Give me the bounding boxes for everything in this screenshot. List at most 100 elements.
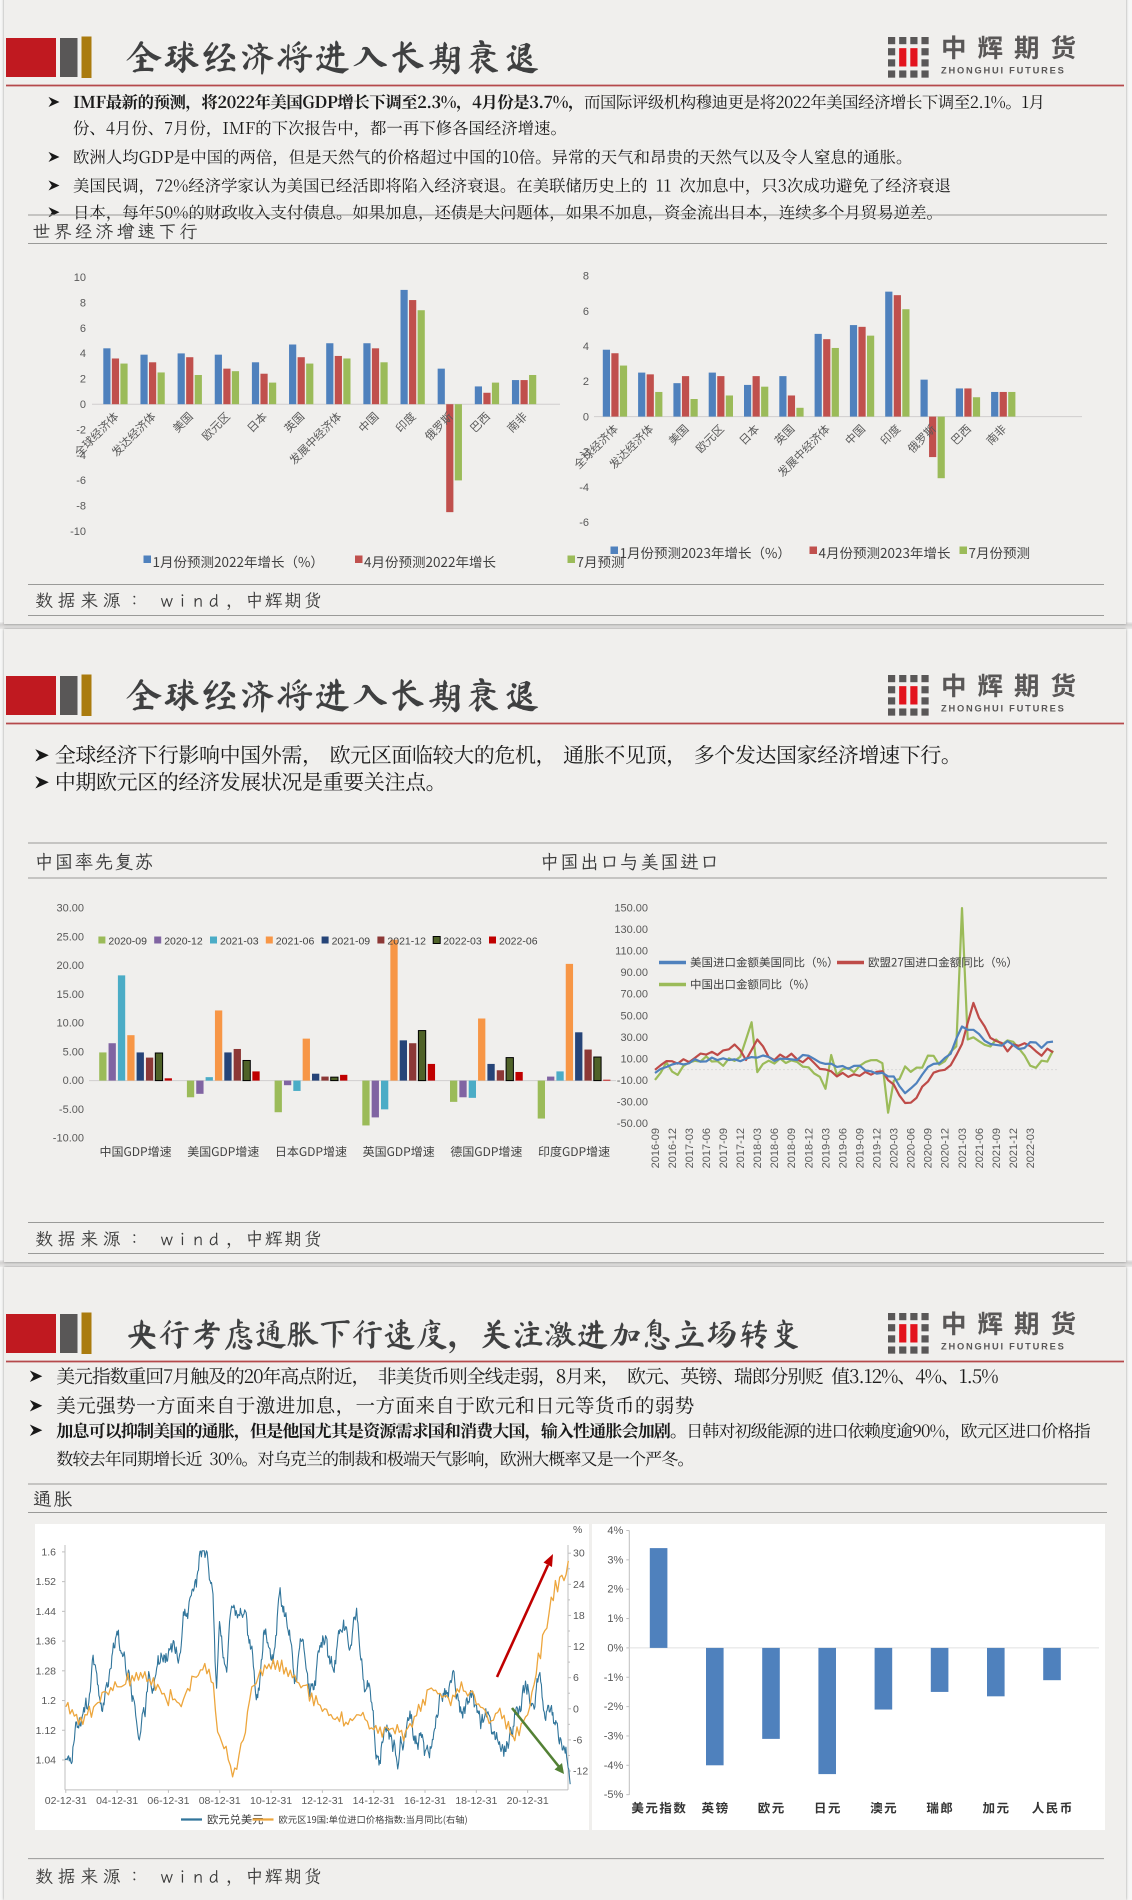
- svg-text:2020-12: 2020-12: [940, 1128, 952, 1168]
- svg-text:10.00: 10.00: [620, 1053, 648, 1065]
- svg-text:-10: -10: [70, 526, 86, 538]
- svg-text:4%: 4%: [607, 1525, 623, 1537]
- svg-text:2020-12: 2020-12: [164, 936, 203, 948]
- svg-text:15.00: 15.00: [56, 989, 84, 1001]
- svg-text:-10.00: -10.00: [53, 1133, 84, 1145]
- svg-text:-2: -2: [76, 424, 86, 436]
- svg-text:8: 8: [583, 271, 589, 283]
- svg-text:2020-03: 2020-03: [889, 1128, 901, 1168]
- svg-text:2020-06: 2020-06: [906, 1128, 918, 1168]
- svg-text:-6: -6: [573, 1734, 582, 1746]
- svg-text:30.00: 30.00: [56, 903, 84, 915]
- svg-text:12: 12: [573, 1641, 585, 1653]
- svg-text:1%: 1%: [607, 1613, 623, 1625]
- svg-text:18: 18: [573, 1610, 585, 1622]
- svg-text:-10.00: -10.00: [617, 1075, 648, 1087]
- svg-text:2017-06: 2017-06: [701, 1128, 713, 1168]
- svg-text:2017-03: 2017-03: [684, 1128, 696, 1168]
- svg-text:2021-06: 2021-06: [974, 1128, 986, 1168]
- svg-text:8: 8: [80, 297, 86, 309]
- svg-text:10-12-31: 10-12-31: [250, 1795, 292, 1807]
- svg-text:0: 0: [583, 411, 589, 423]
- svg-text:2022-03: 2022-03: [443, 936, 482, 948]
- svg-text:90.00: 90.00: [620, 967, 648, 979]
- svg-text:2016-09: 2016-09: [650, 1128, 662, 1168]
- svg-text:0: 0: [573, 1703, 579, 1715]
- svg-text:10: 10: [74, 272, 86, 284]
- svg-text:14-12-31: 14-12-31: [353, 1795, 395, 1807]
- svg-text:30: 30: [573, 1548, 585, 1560]
- svg-text:2018-03: 2018-03: [752, 1128, 764, 1168]
- svg-text:2020-09: 2020-09: [108, 936, 147, 948]
- svg-text:3%: 3%: [607, 1554, 623, 1566]
- svg-text:50.00: 50.00: [620, 1010, 648, 1022]
- svg-text:-4: -4: [579, 482, 589, 494]
- svg-text:-5%: -5%: [604, 1789, 624, 1801]
- svg-text:1.44: 1.44: [36, 1606, 57, 1618]
- svg-text:2019-12: 2019-12: [872, 1128, 884, 1168]
- svg-text:2021-09: 2021-09: [332, 936, 371, 948]
- svg-text:2018-12: 2018-12: [803, 1128, 815, 1168]
- svg-text:20.00: 20.00: [56, 960, 84, 972]
- svg-text:2021-03: 2021-03: [220, 936, 259, 948]
- svg-text:2021-12: 2021-12: [1008, 1128, 1020, 1168]
- svg-text:1.04: 1.04: [36, 1754, 57, 1766]
- svg-text:-12: -12: [573, 1766, 588, 1778]
- svg-text:04-12-31: 04-12-31: [96, 1795, 138, 1807]
- svg-text:0: 0: [80, 399, 86, 411]
- svg-text:-6: -6: [579, 517, 589, 529]
- svg-text:ZHONGHUI FUTURES: ZHONGHUI FUTURES: [941, 1342, 1066, 1352]
- svg-text:2: 2: [583, 376, 589, 388]
- svg-text:30.00: 30.00: [620, 1032, 648, 1044]
- svg-text:70.00: 70.00: [620, 989, 648, 1001]
- svg-text:2022-06: 2022-06: [499, 936, 538, 948]
- svg-text:1.36: 1.36: [36, 1636, 57, 1648]
- svg-text:4: 4: [80, 348, 86, 360]
- svg-text:24: 24: [573, 1579, 585, 1591]
- svg-text:6: 6: [573, 1672, 579, 1684]
- svg-text:2021-09: 2021-09: [991, 1128, 1003, 1168]
- svg-text:1.12: 1.12: [36, 1725, 57, 1737]
- svg-text:2: 2: [80, 374, 86, 386]
- svg-text:6: 6: [80, 323, 86, 335]
- svg-text:20-12-31: 20-12-31: [507, 1795, 549, 1807]
- svg-text:-30.00: -30.00: [617, 1096, 648, 1108]
- svg-text:-1%: -1%: [604, 1672, 624, 1684]
- svg-text:2017-12: 2017-12: [735, 1128, 747, 1168]
- svg-text:02-12-31: 02-12-31: [45, 1795, 87, 1807]
- svg-text:-2%: -2%: [604, 1701, 624, 1713]
- svg-text:08-12-31: 08-12-31: [199, 1795, 241, 1807]
- svg-text:4: 4: [583, 341, 589, 353]
- svg-text:0.00: 0.00: [63, 1075, 84, 1087]
- svg-text:06-12-31: 06-12-31: [147, 1795, 189, 1807]
- svg-text:2022-03: 2022-03: [1025, 1128, 1037, 1168]
- svg-text:-2: -2: [579, 447, 589, 459]
- svg-text:2021-06: 2021-06: [276, 936, 315, 948]
- svg-text:1.28: 1.28: [36, 1665, 57, 1677]
- svg-text:2021-03: 2021-03: [957, 1128, 969, 1168]
- svg-text:130.00: 130.00: [614, 924, 648, 936]
- svg-text:-6: -6: [76, 475, 86, 487]
- svg-text:2018-09: 2018-09: [786, 1128, 798, 1168]
- svg-text:%: %: [573, 1524, 582, 1536]
- svg-text:2020-09: 2020-09: [923, 1128, 935, 1168]
- svg-text:1.2: 1.2: [41, 1695, 56, 1707]
- svg-text:2%: 2%: [607, 1584, 623, 1596]
- svg-text:-8: -8: [76, 501, 86, 513]
- svg-text:1.6: 1.6: [41, 1546, 56, 1558]
- svg-text:2016-12: 2016-12: [667, 1128, 679, 1168]
- svg-text:1.52: 1.52: [36, 1576, 57, 1588]
- svg-text:2019-03: 2019-03: [820, 1128, 832, 1168]
- svg-text:2019-09: 2019-09: [854, 1128, 866, 1168]
- svg-text:18-12-31: 18-12-31: [455, 1795, 497, 1807]
- svg-text:2021-12: 2021-12: [387, 936, 426, 948]
- svg-text:10.00: 10.00: [56, 1018, 84, 1030]
- svg-text:12-12-31: 12-12-31: [301, 1795, 343, 1807]
- svg-text:-4%: -4%: [604, 1760, 624, 1772]
- svg-text:2017-09: 2017-09: [718, 1128, 730, 1168]
- svg-text:16-12-31: 16-12-31: [404, 1795, 446, 1807]
- svg-text:2019-06: 2019-06: [837, 1128, 849, 1168]
- svg-text:150.00: 150.00: [614, 903, 648, 915]
- svg-text:25.00: 25.00: [56, 931, 84, 943]
- svg-text:6: 6: [583, 306, 589, 318]
